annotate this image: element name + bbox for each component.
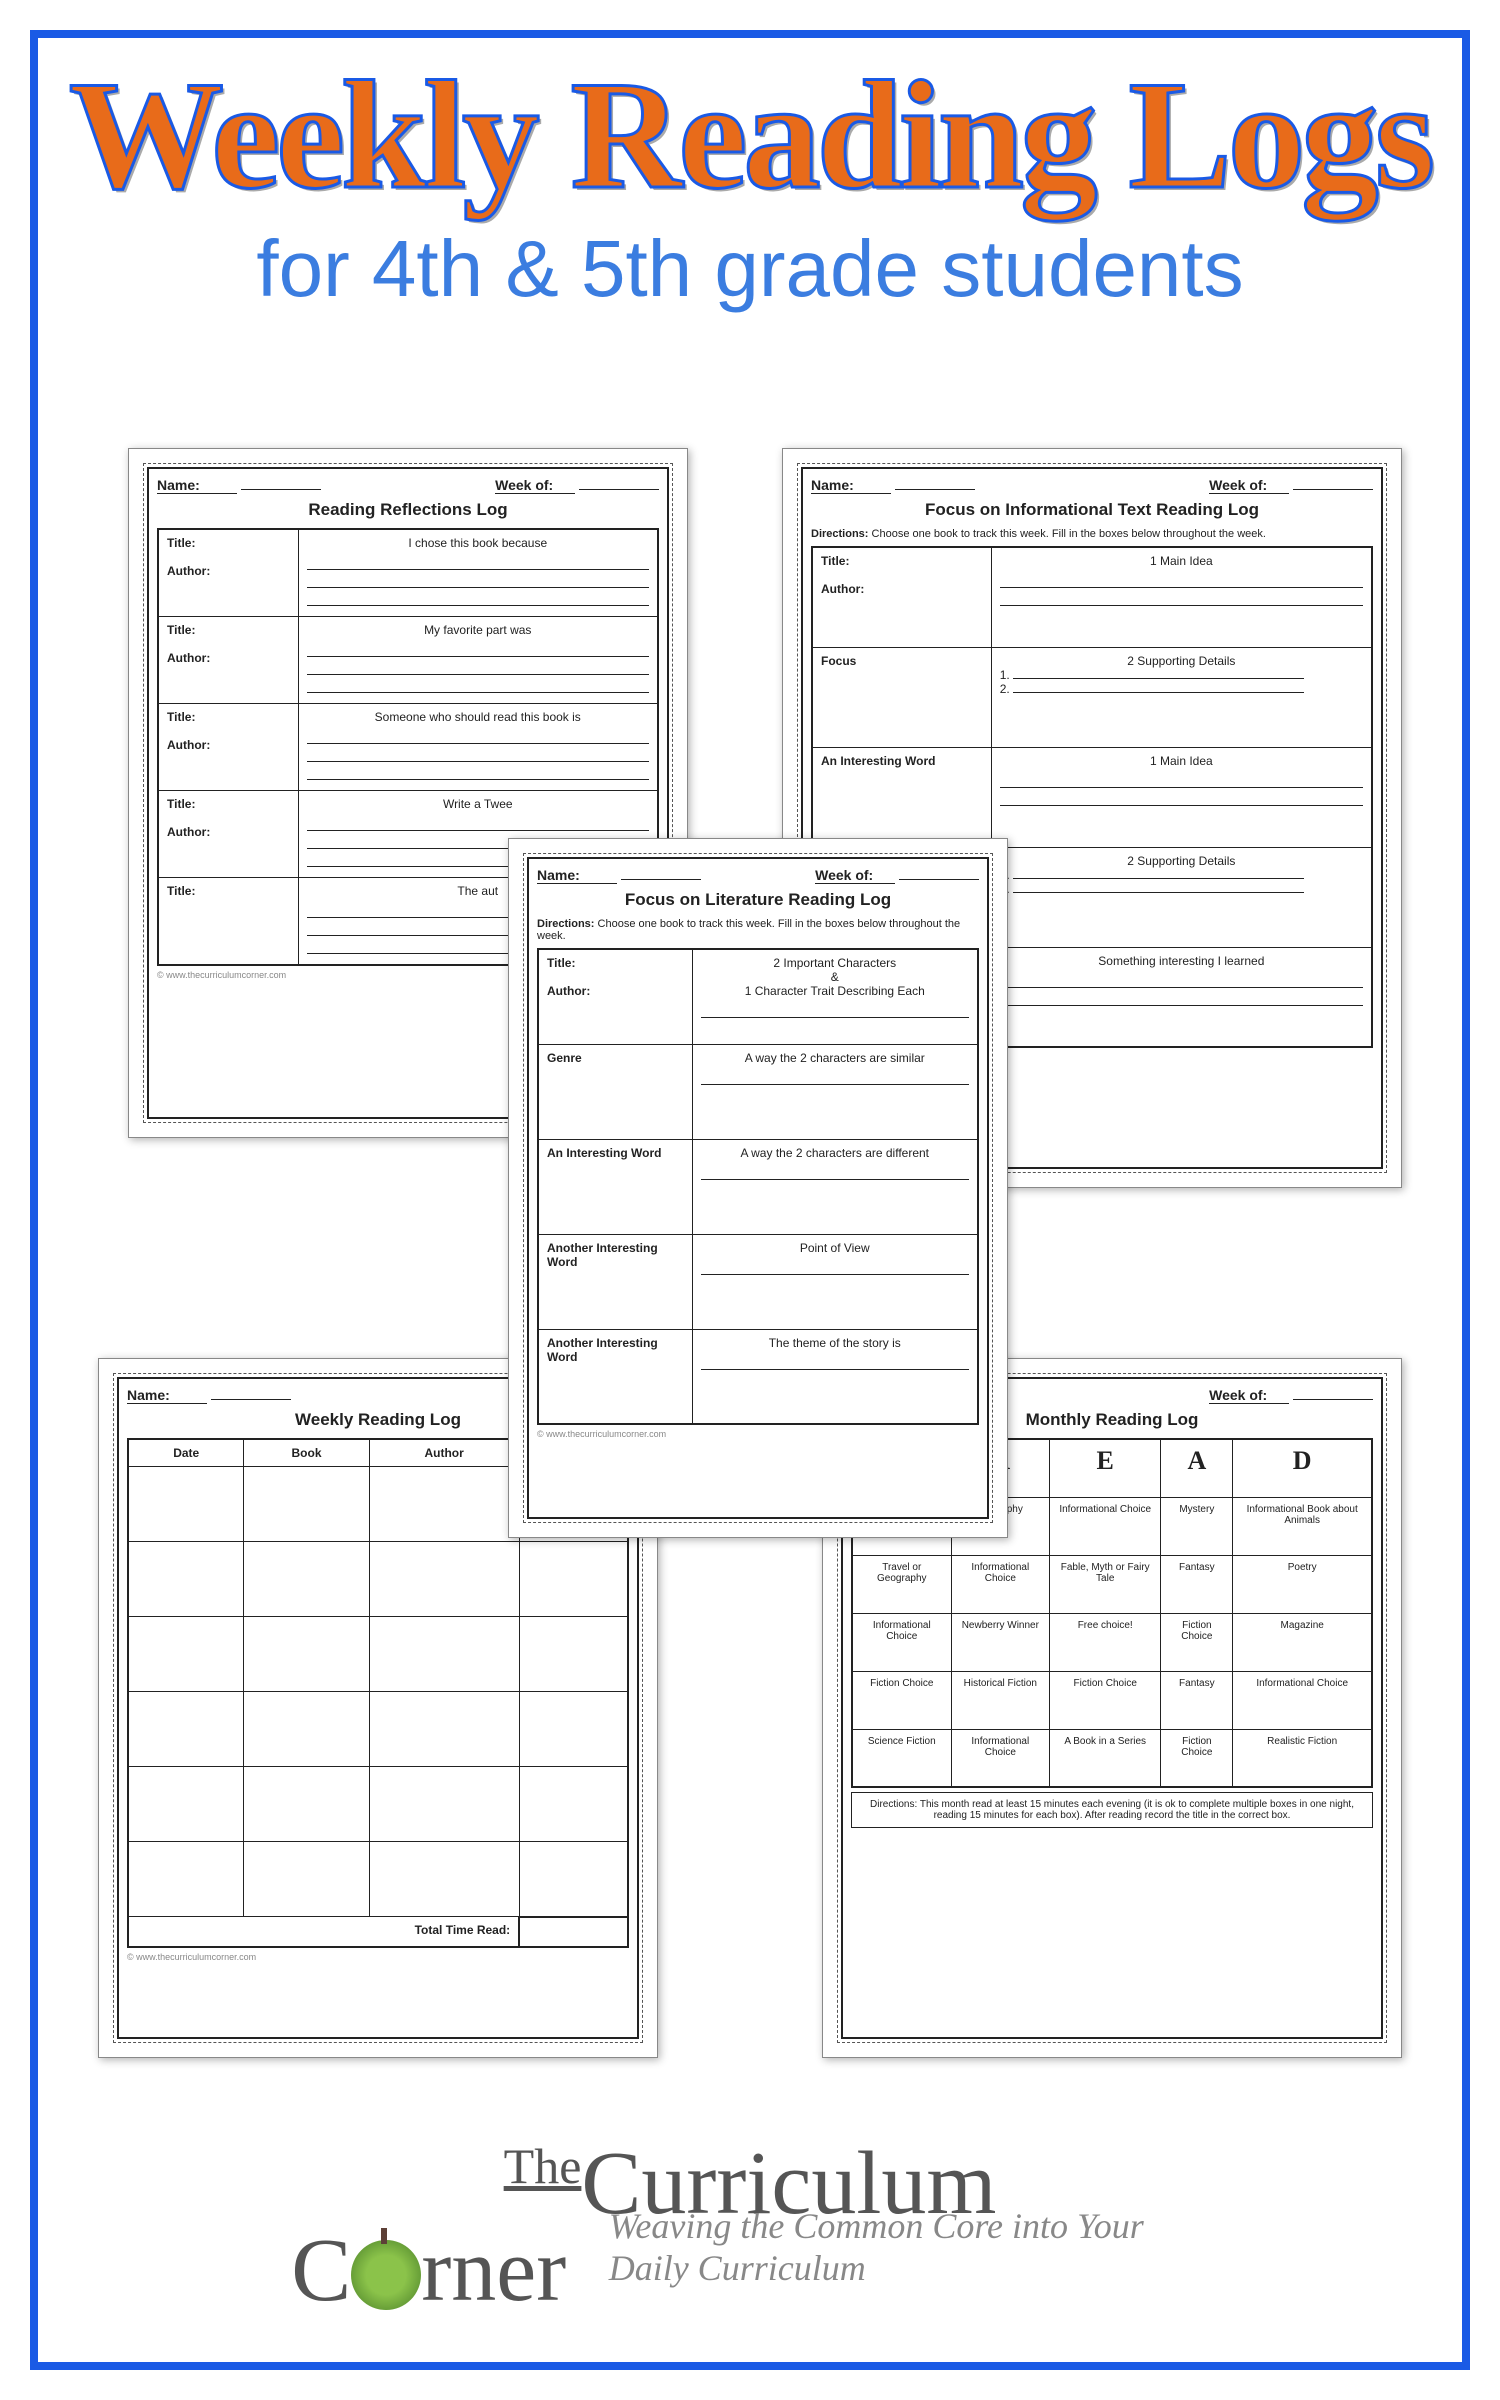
logo-curriculum-corner: TheCurriculum Crner Weaving the Common C… [38, 2132, 1462, 2322]
infographic-frame: Weekly Reading Logs for 4th & 5th grade … [30, 30, 1470, 2370]
worksheet-title: Focus on Literature Reading Log [537, 890, 979, 910]
worksheet-title: Focus on Informational Text Reading Log [811, 500, 1373, 520]
main-title: Weekly Reading Logs [38, 38, 1462, 213]
worksheet-literature: Name: Week of: Focus on Literature Readi… [508, 838, 1008, 1538]
worksheet-header: Name: Week of: [157, 477, 659, 494]
subtitle: for 4th & 5th grade students [38, 223, 1462, 315]
monthly-directions: Directions: This month read at least 15 … [851, 1792, 1373, 1828]
apple-icon [351, 2240, 421, 2310]
literature-table: Title:Author:2 Important Characters & 1 … [537, 948, 979, 1425]
worksheet-title: Reading Reflections Log [157, 500, 659, 520]
